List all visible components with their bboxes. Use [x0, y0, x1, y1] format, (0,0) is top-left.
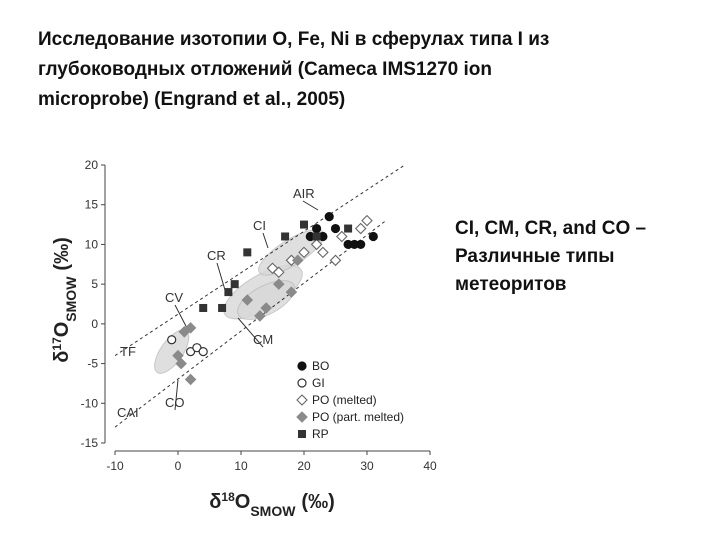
region [237, 280, 296, 320]
point [198, 347, 208, 357]
y-tick-label: -15 [81, 436, 99, 450]
legend-marker [296, 394, 308, 406]
side-text: CI, CM, CR, and CO – [455, 218, 646, 239]
point [344, 224, 353, 233]
point [354, 222, 367, 235]
ylabel-label: δ17OSMOW (‰) [50, 237, 79, 363]
point [184, 322, 197, 334]
point [291, 254, 304, 267]
point [312, 232, 321, 241]
annotation: CI [253, 218, 266, 233]
reference-line [115, 220, 387, 428]
point [224, 288, 233, 297]
xlabel-label-part: (‰) [301, 491, 334, 513]
point [361, 214, 373, 227]
point [310, 238, 323, 251]
side-text: Различные типы [455, 246, 614, 267]
legend-label: GI [312, 376, 325, 390]
reference-line [115, 165, 406, 357]
point [199, 303, 208, 312]
point [230, 280, 239, 289]
x-tick-label: 10 [234, 459, 248, 473]
annotation-arrow [237, 317, 264, 348]
point [218, 303, 227, 312]
point [356, 239, 366, 250]
point [254, 310, 266, 322]
ylabel-label-part: δ [51, 351, 73, 363]
point [317, 246, 329, 259]
x-tick-label: 30 [360, 459, 374, 473]
y-tick-label: 5 [91, 277, 98, 291]
annotation-arrow [216, 262, 226, 291]
reference-line-label: TF [120, 344, 136, 359]
legend-marker [297, 361, 307, 371]
point [243, 248, 252, 257]
title-line: Исследование изотопии O, Fe, Ni в сферул… [38, 29, 549, 50]
point [300, 220, 308, 229]
point [167, 335, 177, 345]
point [336, 230, 348, 243]
ylabel-label-part: (‰) [51, 237, 73, 270]
x-tick-label: 0 [175, 459, 182, 473]
point [312, 223, 322, 234]
legend-marker [297, 378, 307, 388]
title-line: microprobe) (Engrand et al., 2005) [38, 89, 345, 110]
reference-line-label: CAI [117, 405, 139, 420]
ylabel-label-part: O [51, 322, 73, 338]
annotation: CR [207, 248, 226, 263]
x-tick-label: 20 [297, 459, 311, 473]
xlabel-label-part: O [235, 491, 251, 513]
xlabel-label-part: δ [209, 491, 221, 513]
y-tick-label: 15 [85, 198, 99, 212]
xlabel-label-part: 18 [221, 490, 235, 504]
ylabel-label-part: 17 [50, 337, 64, 351]
point [285, 286, 298, 298]
point [324, 212, 334, 222]
annotation: CM [253, 332, 273, 347]
annotation: AIR [293, 186, 315, 201]
y-tick-label: -10 [81, 396, 99, 410]
point [298, 246, 310, 259]
annotation-arrow [302, 200, 319, 211]
point [273, 278, 285, 290]
point [281, 232, 290, 241]
annotation-arrow [174, 304, 189, 331]
point [172, 349, 184, 362]
y-tick-label: 0 [91, 317, 98, 331]
point [241, 294, 254, 306]
point [368, 231, 378, 242]
annotation: CO [165, 395, 185, 410]
point [175, 357, 187, 370]
legend-label: RP [312, 427, 329, 441]
annotation-arrow [174, 379, 179, 411]
title-line: глубоководных отложений (Cameca IMS1270 … [38, 59, 492, 80]
legend-marker [298, 430, 306, 438]
annotation: CV [165, 290, 183, 305]
legend-label: BO [312, 359, 329, 373]
side-text: метеоритов [455, 274, 566, 295]
xlabel-label-part: SMOW [250, 503, 296, 519]
xlabel-label: δ18OSMOW (‰) [209, 490, 335, 519]
point [260, 302, 272, 314]
point [273, 266, 285, 279]
legend-label: PO (melted) [312, 393, 377, 407]
point [184, 373, 197, 386]
y-tick-label: 20 [85, 158, 99, 172]
point [329, 254, 342, 267]
x-tick-label: 40 [423, 459, 437, 473]
y-tick-label: 10 [85, 237, 99, 251]
legend-marker [296, 411, 308, 423]
ylabel-label-part: SMOW [63, 276, 79, 322]
annotation-arrow [262, 232, 269, 249]
y-tick-label: -5 [87, 357, 98, 371]
point [330, 223, 341, 234]
x-tick-label: -10 [106, 459, 124, 473]
legend-label: PO (part. melted) [312, 410, 404, 424]
